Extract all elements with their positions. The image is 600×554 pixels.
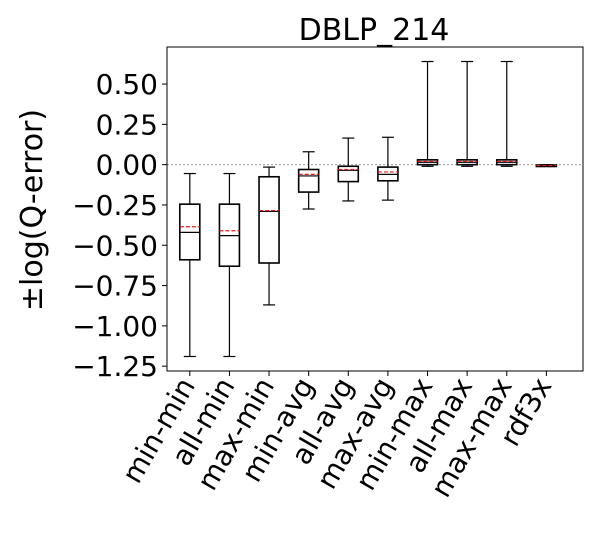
y-axis-label: ±log(Q-error) — [15, 109, 50, 311]
box-all-avg — [337, 165, 360, 183]
box-min-avg — [297, 168, 320, 193]
y-tick-label: 0.25 — [96, 108, 158, 141]
box-max-min — [258, 175, 280, 264]
plot-area: −1.25−1.00−0.75−0.50−0.250.000.250.50min… — [72, 46, 584, 503]
y-tick-label: −1.25 — [72, 350, 158, 383]
y-tick-label: −1.00 — [72, 310, 158, 343]
plot-frame — [166, 46, 584, 372]
y-tick-label: −0.50 — [72, 229, 158, 262]
y-tick-label: −0.75 — [72, 270, 158, 303]
y-tick-label: 0.00 — [96, 149, 158, 182]
chart-title: DBLP_214 — [299, 13, 450, 48]
y-tick-label: 0.50 — [96, 68, 158, 101]
y-tick-label: −0.25 — [72, 189, 158, 222]
